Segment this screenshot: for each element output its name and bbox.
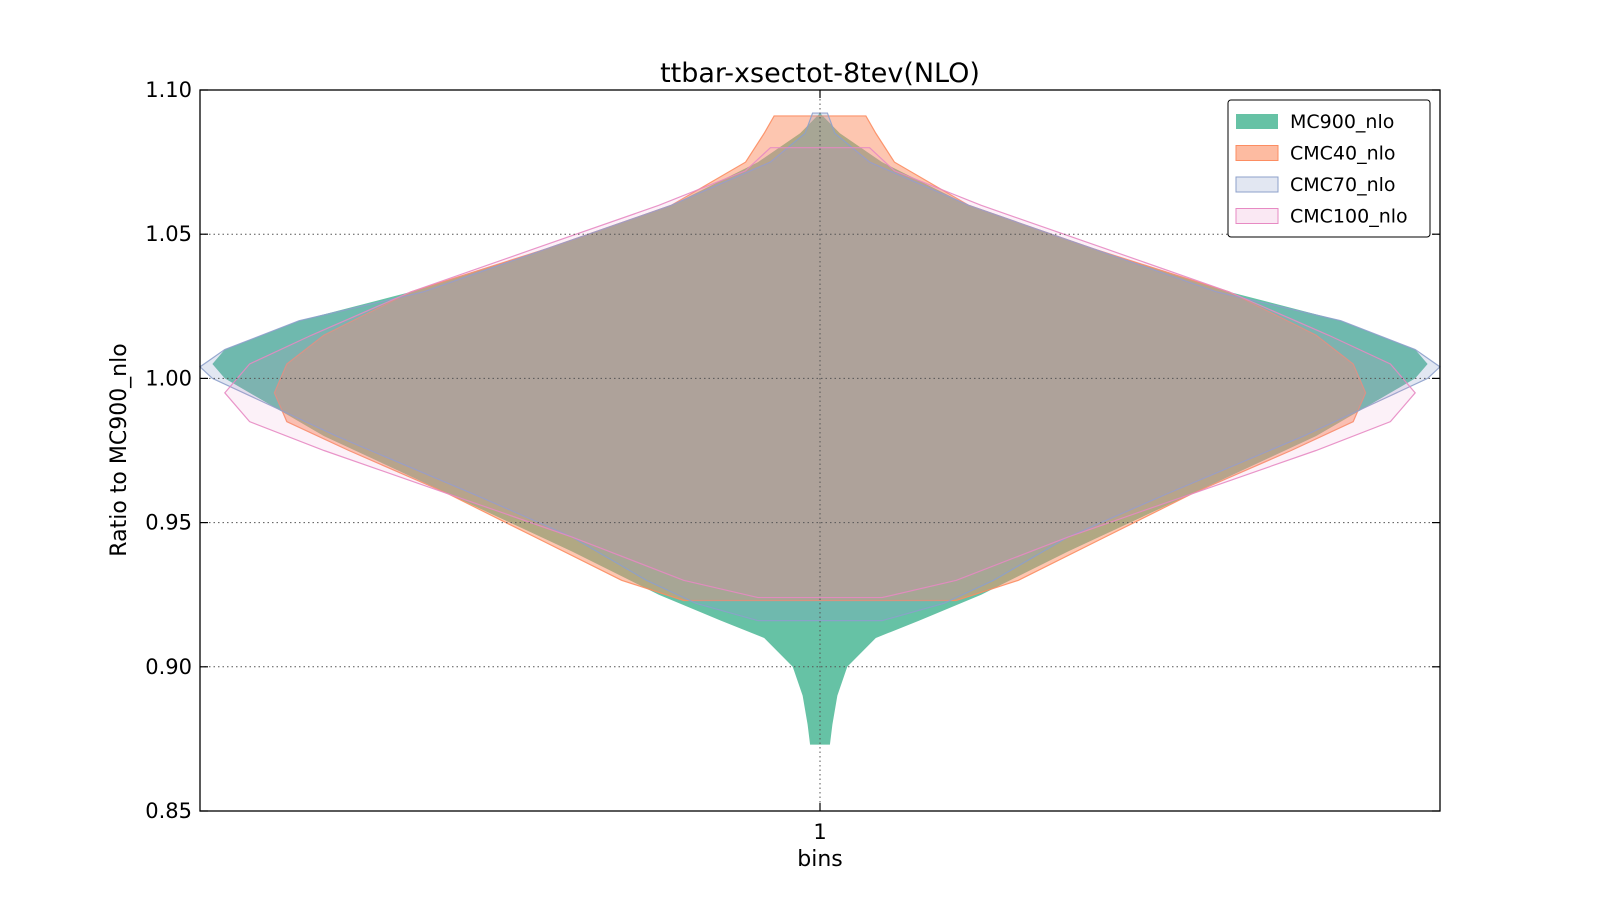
violin-cmc70-nlo bbox=[199, 112, 1441, 622]
violin-layer bbox=[199, 112, 1441, 745]
chart-title: ttbar-xsectot-8tev(NLO) bbox=[660, 58, 980, 89]
legend-frame bbox=[1227, 99, 1431, 238]
y-tick-label: 1.05 bbox=[145, 222, 192, 246]
legend-label: MC900_nlo bbox=[1290, 111, 1394, 133]
legend-label: CMC100_nlo bbox=[1290, 206, 1408, 228]
violin-cmc40-nlo bbox=[273, 115, 1367, 602]
x-axis-label: bins bbox=[797, 847, 842, 872]
legend-swatch bbox=[1235, 208, 1279, 224]
legend-label: CMC70_nlo bbox=[1290, 174, 1396, 196]
y-tick-label: 0.90 bbox=[145, 655, 192, 679]
y-tick-label: 0.95 bbox=[145, 511, 192, 535]
violin-cmc100-nlo bbox=[224, 147, 1416, 599]
legend-swatch bbox=[1235, 176, 1279, 193]
x-tick-label: 1 bbox=[813, 820, 826, 844]
legend-label: CMC40_nlo bbox=[1290, 143, 1396, 165]
y-axis: 0.85 0.90 0.95 1.00 1.05 1.10 bbox=[145, 78, 1440, 823]
y-tick-label: 1.00 bbox=[145, 366, 192, 390]
y-axis-label: Ratio to MC900_nlo bbox=[107, 343, 132, 556]
legend: MC900_nlo CMC40_nlo CMC70_nlo CMC100_nlo bbox=[1227, 99, 1431, 238]
grid-layer bbox=[200, 90, 1440, 811]
x-axis: 1 bbox=[813, 90, 827, 844]
legend-swatch bbox=[1236, 114, 1278, 129]
y-tick-label: 0.85 bbox=[145, 799, 192, 823]
y-tick-label: 1.10 bbox=[145, 78, 192, 102]
legend-swatch bbox=[1235, 145, 1279, 161]
